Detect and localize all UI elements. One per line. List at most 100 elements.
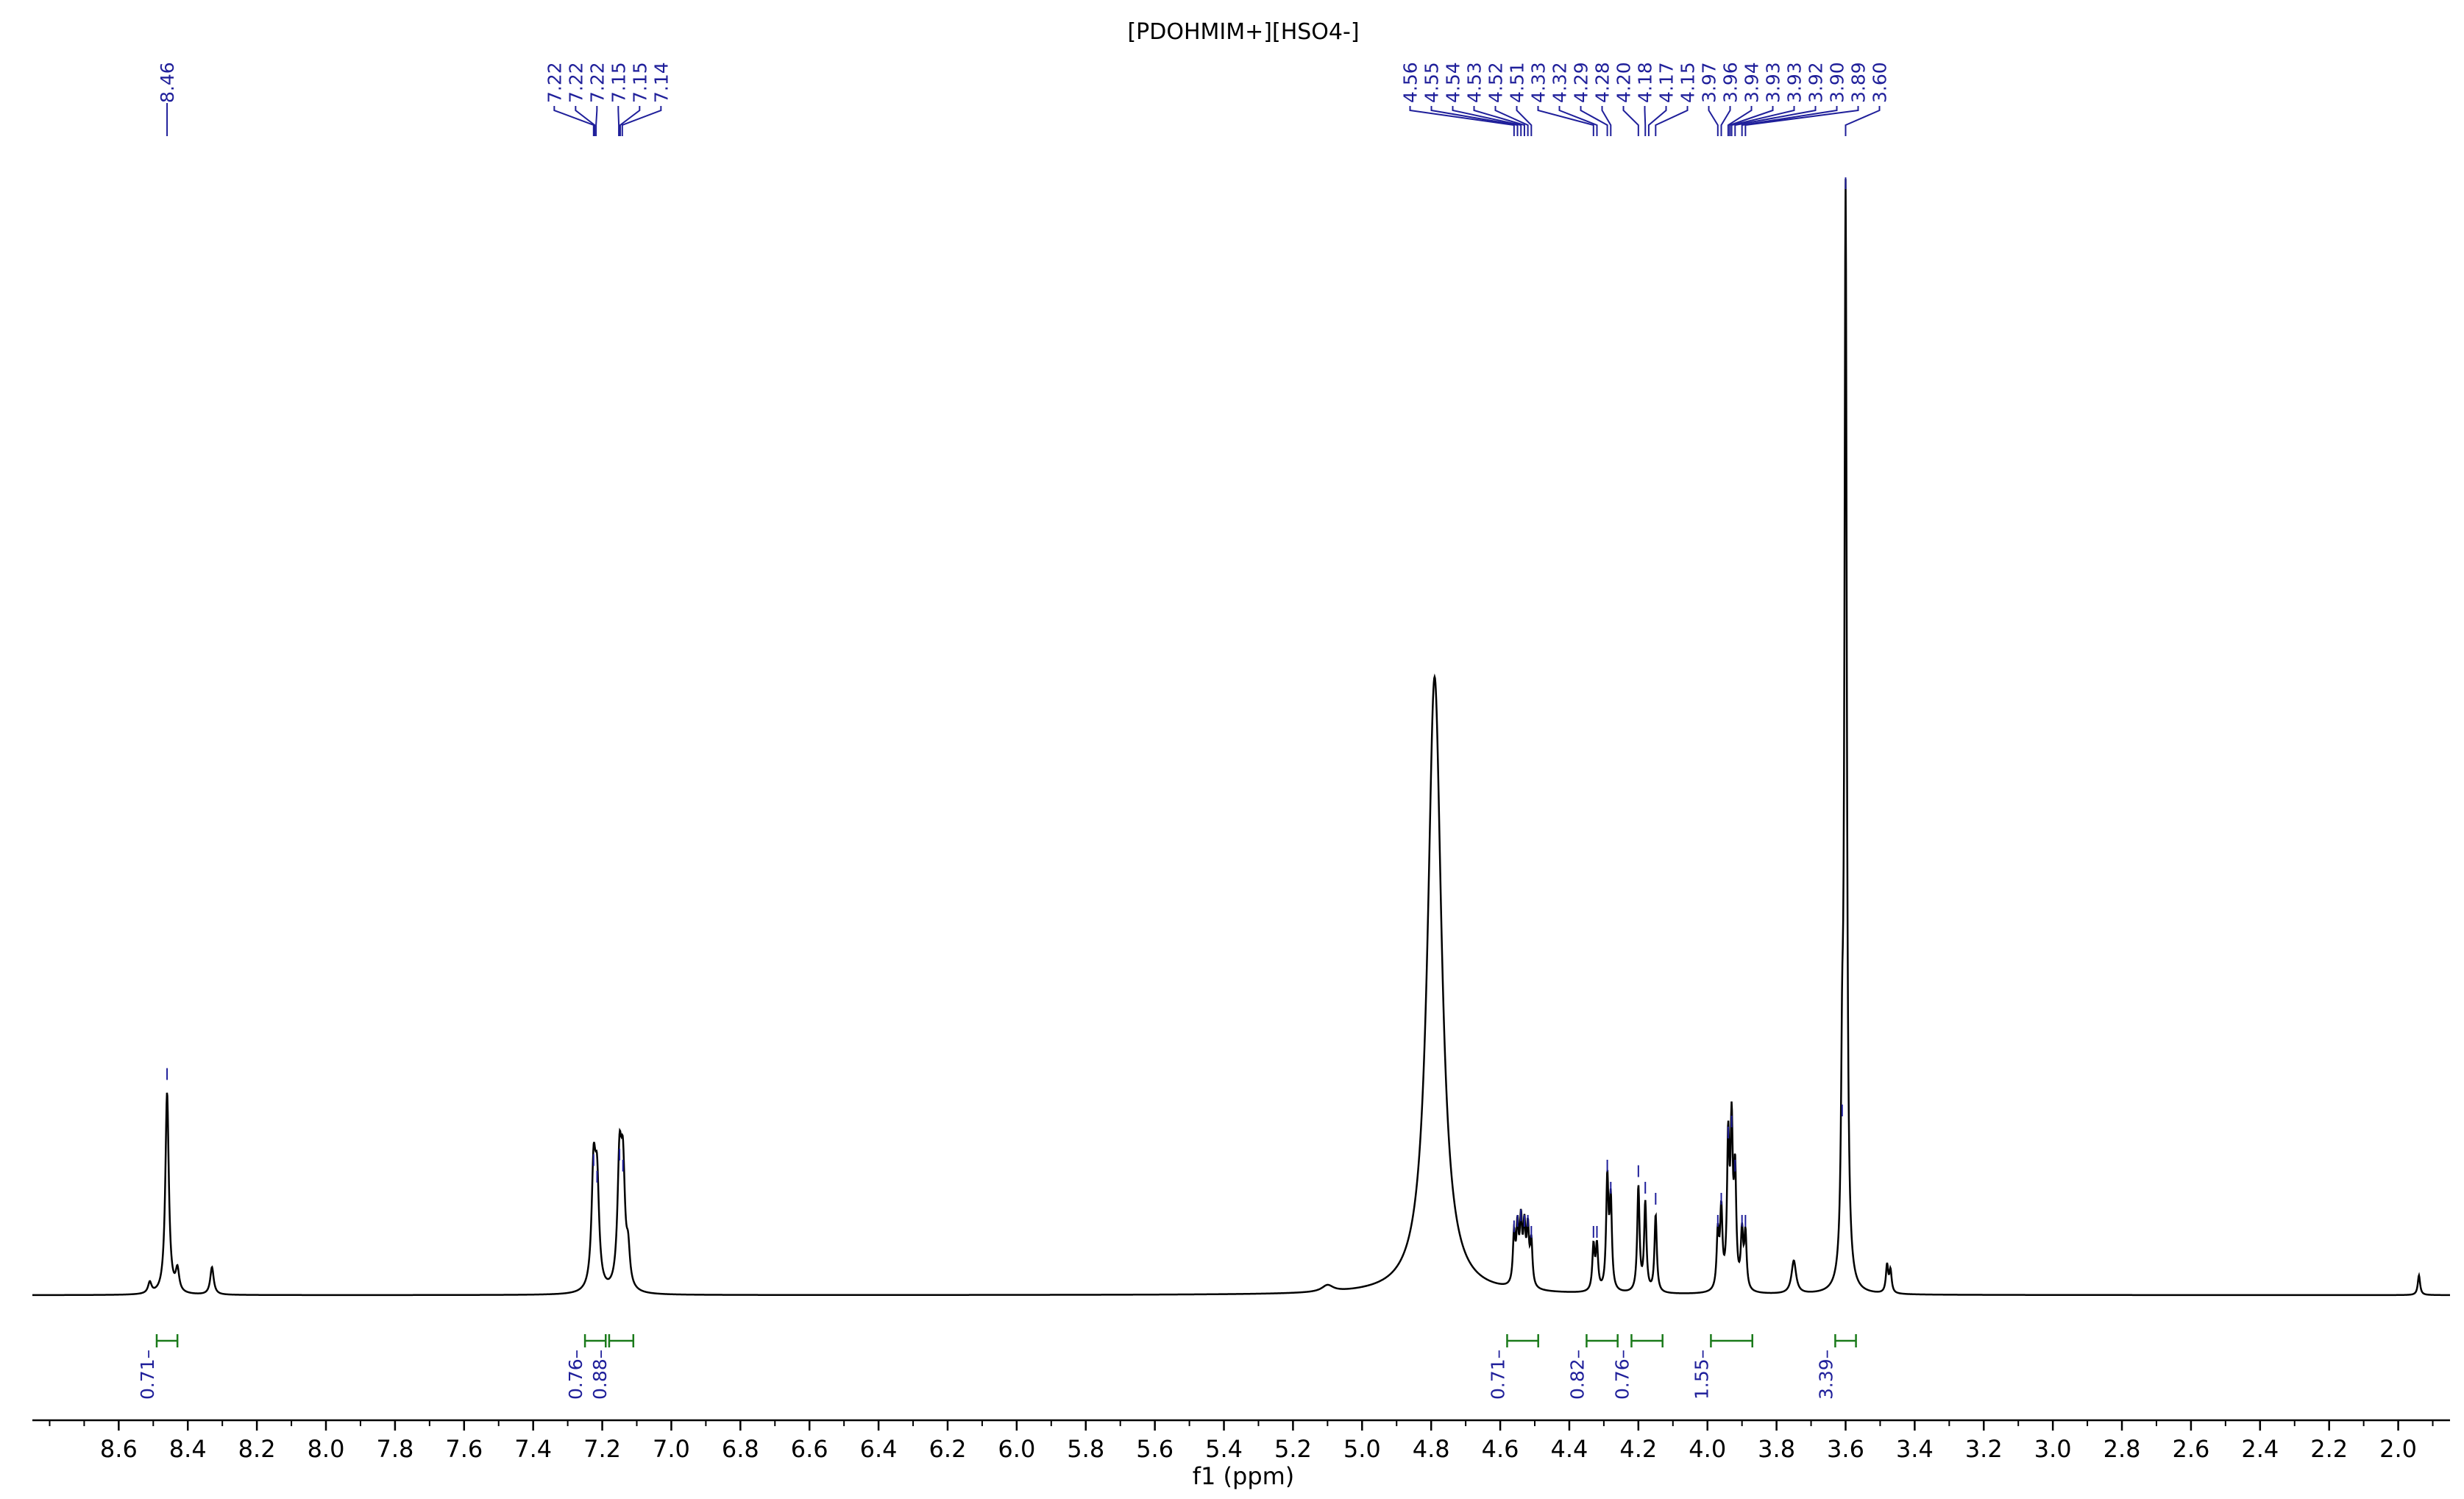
peak-label-leader xyxy=(1537,106,1594,136)
x-tick-label: 3.8 xyxy=(1758,1435,1795,1463)
peak-label-text: 3.93 xyxy=(1784,62,1806,103)
peak-label-text: 3.94 xyxy=(1742,62,1763,103)
peak-label-leader xyxy=(1729,106,1774,136)
x-tick-label: 7.2 xyxy=(583,1435,621,1463)
x-tick-label: 5.6 xyxy=(1136,1435,1174,1463)
peak-label-text: 3.97 xyxy=(1699,62,1720,103)
peak-label-text: 4.56 xyxy=(1400,62,1421,103)
x-tick-label: 3.4 xyxy=(1896,1435,1934,1463)
x-tick-label: 8.4 xyxy=(169,1435,207,1463)
x-tick-label: 8.0 xyxy=(308,1435,345,1463)
peak-label-leader xyxy=(575,106,596,136)
x-tick-label: 7.8 xyxy=(376,1435,413,1463)
peak-label-leader xyxy=(1741,106,1838,136)
chart-title: [PDOHMIM+][HSO4-] xyxy=(1127,19,1359,45)
peak-label-leader xyxy=(1644,106,1647,136)
x-tick-label: 4.6 xyxy=(1482,1435,1519,1463)
x-tick-label: 4.8 xyxy=(1413,1435,1450,1463)
peak-label-text: 4.32 xyxy=(1549,62,1571,103)
x-tick-label: 5.4 xyxy=(1205,1435,1243,1463)
x-tick-label: 6.0 xyxy=(998,1435,1035,1463)
peak-label-text: 7.22 xyxy=(565,62,586,103)
peak-label-text: 4.29 xyxy=(1571,62,1592,103)
x-tick-label: 3.0 xyxy=(2034,1435,2072,1463)
x-tick-label: 6.6 xyxy=(791,1435,828,1463)
peak-label-leader xyxy=(1473,106,1525,136)
integral-value-label: 0.82– xyxy=(1566,1350,1588,1400)
x-tick-label: 7.6 xyxy=(445,1435,483,1463)
peak-marker-layer xyxy=(166,177,1847,1238)
integral-value-label: 0.71– xyxy=(1487,1350,1508,1400)
peak-label-leader xyxy=(1601,106,1612,136)
peak-label-leader xyxy=(1558,106,1598,136)
x-tick-label: 2.2 xyxy=(2310,1435,2348,1463)
peak-label-leader xyxy=(1734,106,1817,136)
peak-label-text: 4.55 xyxy=(1421,62,1443,103)
peak-label-leader xyxy=(1494,106,1529,136)
peak-label-leader xyxy=(1580,106,1608,136)
integral-value-label: 0.76– xyxy=(1611,1350,1633,1400)
peak-label-layer: 8.46 7.22 7.22 7.22 7.15 7.15 7.14 4.56 4.55 4.54… xyxy=(157,62,1891,136)
x-tick-label: 6.4 xyxy=(860,1435,898,1463)
peak-label-text: 4.52 xyxy=(1485,62,1507,103)
integral-value-label: 1.55– xyxy=(1691,1350,1712,1400)
peak-label-leader xyxy=(621,106,662,136)
peak-label-leader xyxy=(1409,106,1515,136)
peak-label-text: 7.15 xyxy=(629,62,650,103)
peak-label-leader xyxy=(595,106,598,136)
peak-label-text: 7.15 xyxy=(608,62,629,103)
peak-label-leader xyxy=(1708,106,1719,136)
peak-label-text: 4.53 xyxy=(1464,62,1485,103)
x-tick-label: 2.0 xyxy=(2379,1435,2417,1463)
x-tick-label: 3.6 xyxy=(1827,1435,1864,1463)
peak-label-text: 3.60 xyxy=(1870,62,1891,103)
peak-label-leader xyxy=(617,106,620,136)
x-tick-label: 5.2 xyxy=(1274,1435,1312,1463)
x-tick-label: 3.2 xyxy=(1965,1435,2003,1463)
peak-label-leader xyxy=(1622,106,1639,136)
peak-label-leader xyxy=(1430,106,1519,136)
integral-layer: 0.71– 0.76– 0.88– 0.71– 0.82– 0.76– 1.55– 3.39– xyxy=(137,1334,1857,1400)
x-tick-label: 8.6 xyxy=(100,1435,138,1463)
peak-label-leader xyxy=(1655,106,1689,136)
peak-label-text: 3.92 xyxy=(1806,62,1827,103)
peak-label-text: 4.28 xyxy=(1592,62,1613,103)
x-tick-label: 4.0 xyxy=(1689,1435,1726,1463)
integral-value-label: 0.71– xyxy=(137,1350,158,1400)
x-tick-layer: 8.6 8.4 8.2 8.0 7.8 7.6 7.4 7.2 7.0 6.8 6.6 6.4 6.2 6… xyxy=(49,1420,2434,1463)
peak-label-text: 3.89 xyxy=(1848,62,1870,103)
peak-label-text: 4.17 xyxy=(1656,62,1677,103)
peak-label-text: 4.54 xyxy=(1443,62,1464,103)
peak-label-leader xyxy=(1730,106,1795,136)
x-tick-label: 8.2 xyxy=(238,1435,276,1463)
peak-label-leader xyxy=(1845,106,1881,136)
peak-label-text: 3.93 xyxy=(1763,62,1784,103)
x-tick-label: 2.4 xyxy=(2241,1435,2279,1463)
x-tick-label: 2.8 xyxy=(2103,1435,2141,1463)
integral-value-label: 3.39– xyxy=(1815,1350,1836,1400)
peak-label-leader xyxy=(1452,106,1522,136)
integral-value-label: 0.88– xyxy=(589,1350,611,1400)
peak-label-leader xyxy=(553,106,594,136)
peak-label-leader xyxy=(1516,106,1533,136)
x-tick-label: 5.0 xyxy=(1343,1435,1381,1463)
x-tick-label: 6.8 xyxy=(722,1435,759,1463)
x-tick-label: 4.4 xyxy=(1551,1435,1588,1463)
peak-label-leader xyxy=(619,106,641,136)
x-axis-label: f1 (ppm) xyxy=(1193,1462,1295,1490)
peak-label-text: 4.15 xyxy=(1677,62,1699,103)
x-tick-label: 2.6 xyxy=(2172,1435,2209,1463)
x-tick-label: 4.2 xyxy=(1619,1435,1657,1463)
peak-label-text: 7.22 xyxy=(544,62,565,103)
spectrum-line xyxy=(32,179,2450,1297)
peak-label-text: 7.14 xyxy=(650,62,672,103)
peak-label-text: 4.33 xyxy=(1528,62,1549,103)
x-tick-label: 5.8 xyxy=(1067,1435,1104,1463)
peak-label-leader xyxy=(1744,106,1859,136)
peak-label-text: 4.20 xyxy=(1613,62,1635,103)
peak-label-text: 4.51 xyxy=(1507,62,1528,103)
peak-label-text: 8.46 xyxy=(157,62,178,103)
peak-label-leader xyxy=(1720,106,1731,136)
peak-label-text: 7.22 xyxy=(586,62,608,103)
